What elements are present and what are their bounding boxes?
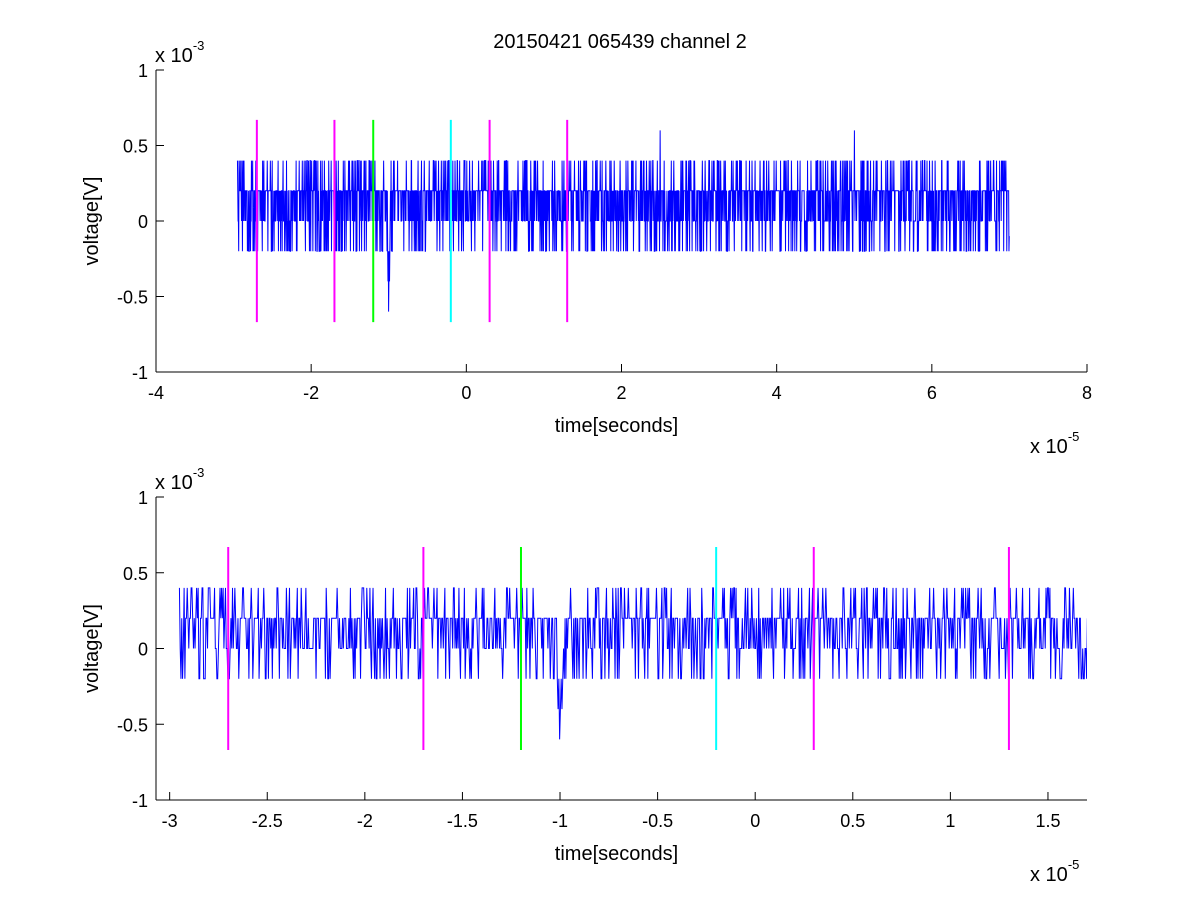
- x-tick-label: -2: [303, 383, 319, 403]
- x-tick-label: 0.5: [840, 811, 865, 831]
- y-tick-label: 0: [138, 640, 148, 660]
- x-tick-label: -2.5: [252, 811, 283, 831]
- x-tick-label: 1: [945, 811, 955, 831]
- x-tick-label: 0: [750, 811, 760, 831]
- y-tick-label: -1: [132, 363, 148, 383]
- y-tick-label: 0.5: [123, 564, 148, 584]
- x-tick-label: -1: [552, 811, 568, 831]
- x-tick-label: -1.5: [447, 811, 478, 831]
- signal-trace: [178, 587, 1087, 740]
- bottom-subplot: -3 -2.5 -2 -1.5 -1 -0.5 0 0.5 1 1.5 -1 -0.5 0 0.5 1 tim…: [81, 465, 1087, 886]
- y-axis-title: voltage[V]: [81, 177, 103, 266]
- y-axis-title: voltage[V]: [81, 604, 103, 693]
- y-exponent-label: x 10-3: [155, 38, 204, 67]
- x-axis-title: time[seconds]: [555, 415, 678, 437]
- x-tick-label: 6: [927, 383, 937, 403]
- y-tick-label: -0.5: [117, 715, 148, 735]
- y-exponent-label: x 10-3: [155, 465, 204, 494]
- x-tick-label: -0.5: [642, 811, 673, 831]
- top-subplot: -4 -2 0 2 4 6 8 -1 -0.5 0 0.5 1 time[seconds] voltage…: [81, 38, 1092, 458]
- y-tick-label: -1: [132, 791, 148, 811]
- x-tick-label: 1.5: [1035, 811, 1060, 831]
- signal-trace: [236, 130, 1010, 312]
- x-tick-label: 4: [772, 383, 782, 403]
- x-tick-label: -4: [148, 383, 164, 403]
- x-exponent-label: x 10-5: [1030, 857, 1079, 886]
- y-tick-label: 1: [138, 488, 148, 508]
- y-tick-label: 0: [138, 212, 148, 232]
- y-tick-label: 0.5: [123, 137, 148, 157]
- figure-title: 20150421 065439 channel 2: [493, 31, 747, 53]
- x-tick-label: 8: [1082, 383, 1092, 403]
- y-tick-label: -0.5: [117, 288, 148, 308]
- y-tick-label: 1: [138, 61, 148, 81]
- x-tick-label: -2: [357, 811, 373, 831]
- x-exponent-label: x 10-5: [1030, 429, 1079, 458]
- x-tick-label: -3: [162, 811, 178, 831]
- x-axis-title: time[seconds]: [555, 843, 678, 865]
- x-tick-label: 2: [616, 383, 626, 403]
- x-tick-label: 0: [461, 383, 471, 403]
